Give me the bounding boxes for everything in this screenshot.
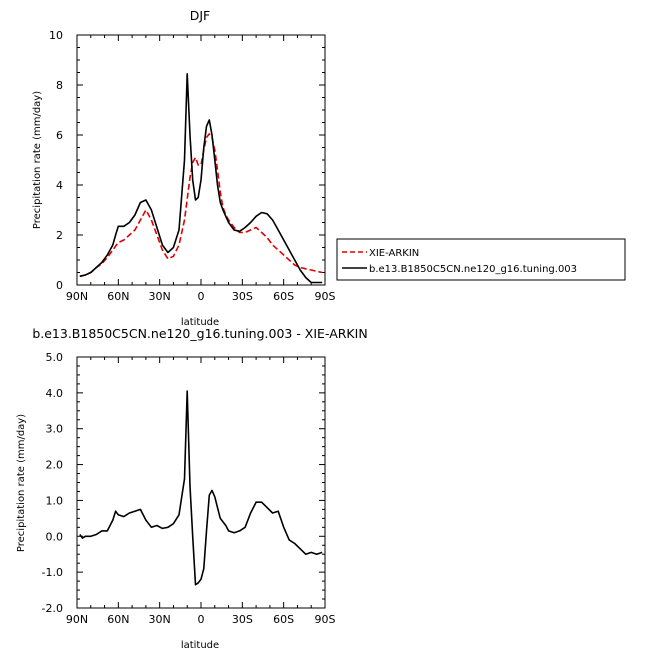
bottom-y-tick-label: 0.0 <box>46 530 64 543</box>
top-x-tick-label: 0 <box>198 290 205 303</box>
top-x-tick-label: 60N <box>107 290 129 303</box>
top-x-tick-label: 90N <box>66 290 88 303</box>
bottom-y-tick-label: 2.0 <box>46 459 64 472</box>
legend-box <box>336 238 626 281</box>
bottom-series-line-difference <box>79 390 323 586</box>
bottom-x-tick-label: 60S <box>273 613 294 626</box>
legend-label-model: b.e13.B1850C5CN.ne120_g16.tuning.003 <box>369 264 577 275</box>
top-chart-panel: DJF Precipitation rate (mm/day) latitude… <box>32 8 336 328</box>
top-x-tick-label: 30S <box>232 290 253 303</box>
bottom-x-tick-label: 90S <box>315 613 336 626</box>
bottom-plot-frame <box>76 356 326 609</box>
top-chart-xlabel: latitude <box>181 317 219 328</box>
bottom-y-tick-label: 5.0 <box>46 351 64 364</box>
bottom-x-tick-label: 30N <box>149 613 171 626</box>
top-series-line-model <box>79 73 323 284</box>
bottom-chart-title: b.e13.B1850C5CN.ne120_g16.tuning.003 - X… <box>32 326 367 341</box>
top-series-line-xie-arkin <box>79 133 323 278</box>
top-x-tick-label: 60S <box>273 290 294 303</box>
top-y-tick-label: 10 <box>49 29 63 42</box>
top-chart-ylabel: Precipitation rate (mm/day) <box>32 91 43 229</box>
top-y-tick-label: 4 <box>56 179 63 192</box>
bottom-x-tick-label: 90N <box>66 613 88 626</box>
bottom-x-tick-label: 0 <box>198 613 205 626</box>
bottom-x-tick-label: 30S <box>232 613 253 626</box>
top-y-tick-label: 2 <box>56 229 63 242</box>
top-x-tick-label: 90S <box>315 290 336 303</box>
bottom-y-tick-label: 1.0 <box>46 494 64 507</box>
bottom-chart-panel: b.e13.B1850C5CN.ne120_g16.tuning.003 - X… <box>16 326 368 651</box>
top-chart-title: DJF <box>190 8 211 23</box>
top-y-tick-label: 6 <box>56 129 63 142</box>
bottom-chart-ylabel: Precipitation rate (mm/day) <box>16 414 27 552</box>
bottom-y-tick-label: 3.0 <box>46 423 64 436</box>
legend: XIE-ARKIN b.e13.B1850C5CN.ne120_g16.tuni… <box>336 238 626 281</box>
top-y-tick-label: 0 <box>56 279 63 292</box>
bottom-x-tick-label: 60N <box>107 613 129 626</box>
bottom-y-tick-label: -2.0 <box>42 602 63 615</box>
legend-label-xie-arkin: XIE-ARKIN <box>369 248 419 259</box>
top-y-tick-label: 8 <box>56 79 63 92</box>
bottom-y-tick-label: 4.0 <box>46 387 64 400</box>
top-x-tick-label: 30N <box>149 290 171 303</box>
bottom-chart-xlabel: latitude <box>181 640 219 651</box>
bottom-y-tick-label: -1.0 <box>42 566 63 579</box>
